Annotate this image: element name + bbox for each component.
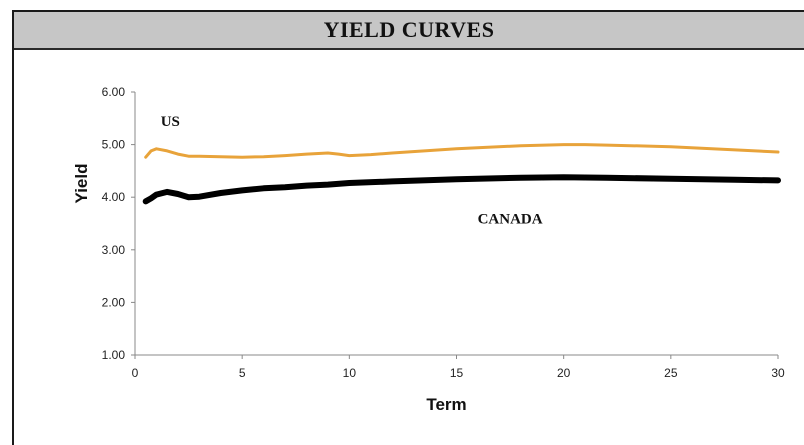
x-axis-title: Term xyxy=(426,395,466,414)
x-tick-label: 10 xyxy=(343,366,357,380)
x-tick-label: 15 xyxy=(450,366,464,380)
y-tick-label: 2.00 xyxy=(102,295,126,309)
x-tick-label: 30 xyxy=(771,366,785,380)
y-axis-title: Yield xyxy=(72,164,91,204)
x-tick-label: 0 xyxy=(132,366,139,380)
series-label-canada: CANADA xyxy=(478,212,543,228)
y-tick-label: 6.00 xyxy=(102,85,126,99)
title-bar: YIELD CURVES xyxy=(14,12,804,50)
y-tick-label: 1.00 xyxy=(102,348,126,362)
x-tick-label: 20 xyxy=(557,366,571,380)
series-label-us: US xyxy=(161,114,180,130)
y-tick-label: 3.00 xyxy=(102,243,126,257)
y-tick-label: 4.00 xyxy=(102,190,126,204)
series-line-canada xyxy=(142,174,781,205)
series-line-us xyxy=(144,143,780,159)
x-tick-label: 25 xyxy=(664,366,678,380)
x-tick-label: 5 xyxy=(239,366,246,380)
chart-panel: YIELD CURVES xyxy=(12,10,804,445)
y-tick-label: 5.00 xyxy=(102,138,126,152)
chart-title: YIELD CURVES xyxy=(323,17,495,42)
